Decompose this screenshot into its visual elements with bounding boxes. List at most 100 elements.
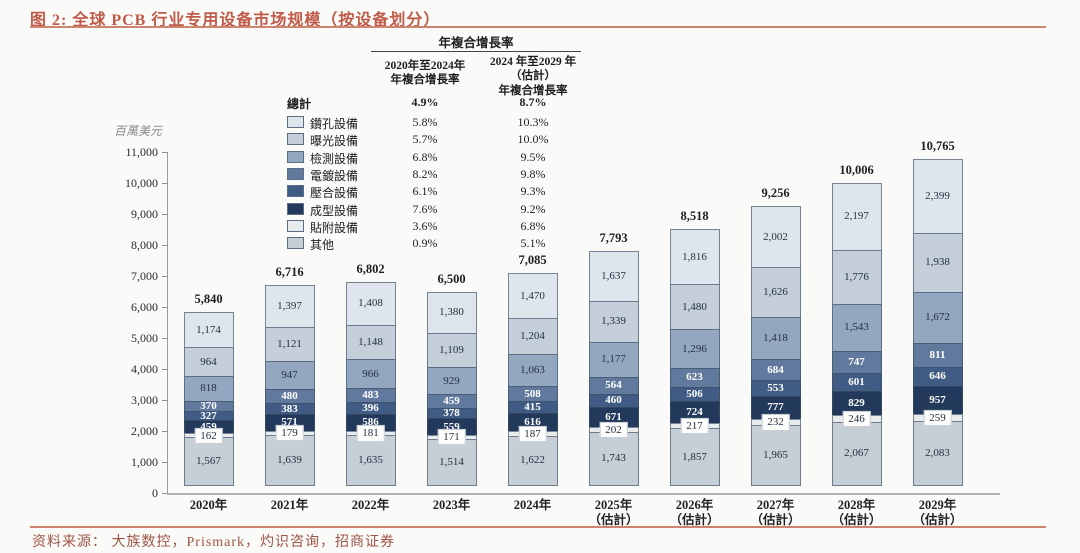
bar-segment-inspection-equipment: 818: [183, 376, 234, 402]
bar-segment-attachment-equipment: 179: [264, 425, 315, 442]
bar-segment-plating-equipment: 623: [669, 368, 720, 388]
x-tick-sublabel: （估計）: [750, 513, 801, 527]
bar-slot-2025年: 1,637 1,339 1,177 564 460 671 202 1,743 7,793: [573, 152, 654, 493]
bar-segment-inspection-equipment: 1,543: [831, 303, 882, 352]
segment-value-label: 459: [443, 395, 460, 408]
segment-value-label: 1,380: [439, 306, 464, 319]
bar-segment-inspection-equipment: 1,063: [507, 354, 558, 388]
segment-value-label: 415: [524, 400, 541, 413]
footer-divider: [30, 526, 1046, 528]
segment-value-label: 1,063: [520, 364, 545, 377]
x-tick-sublabel: （估計）: [588, 513, 639, 527]
bar-total-label: 8,518: [680, 208, 709, 223]
segment-value-label: 671: [605, 410, 622, 423]
stacked-bar-2026年: 1,816 1,480 1,296 623 506 724 217 1,857: [669, 228, 720, 493]
segment-value-label: 1,296: [682, 342, 707, 355]
segment-value-label: 217: [680, 418, 709, 435]
bar-segment-exposure-equipment: 964: [183, 347, 234, 378]
segment-value-label: 2,083: [925, 447, 950, 460]
segment-value-label: 179: [275, 425, 304, 442]
legend-swatch-forming-equipment: [287, 202, 304, 215]
legend-label: 其他: [310, 238, 335, 253]
x-axis-line: [167, 493, 1000, 495]
y-tick-label: 5,000: [131, 331, 158, 345]
cagr-2024-2029-value: 9.3%: [520, 184, 546, 199]
bar-total-label: 9,256: [761, 186, 790, 201]
y-tick-label: 0: [152, 486, 158, 500]
bar-segment-drilling-equipment: 2,197: [831, 182, 882, 251]
stacked-bar-2020年: 1,174 964 818 370 327 459 162 1,567: [183, 311, 234, 493]
stacked-bar-2022年: 1,408 1,148 966 483 396 586 181 1,635: [345, 282, 396, 493]
segment-value-label: 564: [605, 379, 622, 392]
bar-segment-lamination-equipment: 553: [750, 379, 801, 397]
x-tick-sublabel: （估計）: [669, 513, 720, 527]
bar-total-label: 6,716: [275, 264, 304, 279]
x-tick-label-2026年: 2026年 （估計）: [654, 498, 735, 528]
total-label: 總計: [287, 97, 312, 111]
segment-value-label: 1,938: [925, 256, 950, 269]
segment-value-label: 162: [194, 427, 223, 444]
stacked-bar-2027年: 2,002 1,626 1,418 684 553 777 232 1,965: [750, 206, 801, 493]
cagr-2024-2029-value: 6.8%: [520, 218, 546, 233]
segment-value-label: 1,339: [601, 315, 626, 328]
legend-item-lamination-equipment: 壓合設備 6.1% 9.3%: [287, 183, 597, 200]
y-tick-mark: [162, 245, 167, 246]
y-tick-label: 10,000: [125, 176, 158, 190]
segment-value-label: 747: [848, 355, 865, 368]
segment-value-label: 1,204: [520, 330, 545, 343]
legend-label: 電鍍設備: [310, 168, 359, 183]
x-tick-label-2022年: 2022年: [351, 498, 390, 512]
figure-title: 图 2: 全球 PCB 行业专用设备市场规模（按设备划分）: [30, 12, 441, 29]
cagr-2020-2024-value: 5.8%: [412, 115, 438, 129]
stacked-bar-2025年: 1,637 1,339 1,177 564 460 671 202 1,743: [588, 251, 639, 493]
legend-item-forming-equipment: 成型設備 7.6% 9.2%: [287, 201, 597, 218]
bar-segment-inspection-equipment: 1,418: [750, 316, 801, 361]
bar-segment-drilling-equipment: 2,002: [750, 206, 801, 269]
segment-value-label: 1,397: [277, 299, 302, 312]
segment-value-label: 1,639: [277, 454, 302, 467]
stacked-bar-2028年: 2,197 1,776 1,543 747 601 829 246 2,067: [831, 182, 882, 493]
segment-value-label: 508: [524, 387, 541, 400]
segment-value-label: 396: [362, 401, 379, 414]
segment-value-label: 1,109: [439, 343, 464, 356]
plot-area: 1,174 964 818 370 327 459 162 1,567 5,840 1,397 1,…: [168, 139, 980, 493]
segment-value-label: 1,148: [358, 336, 383, 349]
segment-value-label: 232: [761, 414, 790, 431]
bar-segment-exposure-equipment: 1,109: [426, 333, 477, 368]
segment-value-label: 1,418: [763, 331, 788, 344]
segment-value-label: 777: [767, 401, 784, 414]
bar-segment-exposure-equipment: 1,121: [264, 327, 315, 362]
cagr-2024-2029-value: 10.3%: [517, 115, 549, 129]
legend-item-drilling-equipment: 鑽孔設備 5.8% 10.3%: [287, 114, 597, 131]
bar-total-label: 10,765: [920, 139, 955, 154]
bar-segment-inspection-equipment: 947: [264, 360, 315, 391]
segment-value-label: 187: [518, 425, 547, 442]
segment-value-label: 646: [929, 370, 946, 383]
x-tick-label-2020年: 2020年: [189, 498, 228, 512]
cagr-2020-2024-value: 7.6%: [412, 201, 438, 216]
bar-segment-lamination-equipment: 506: [669, 386, 720, 403]
bar-segment-others: 2,067: [831, 421, 882, 486]
bar-segment-others: 1,635: [345, 435, 396, 486]
cagr-2024-2029-value: 10.0%: [517, 132, 549, 147]
segment-value-label: 601: [848, 375, 865, 388]
x-tick-label-2023年: 2023年: [432, 498, 471, 512]
bar-segment-exposure-equipment: 1,626: [750, 267, 801, 318]
bar-segment-inspection-equipment: 966: [345, 359, 396, 390]
bar-segment-plating-equipment: 508: [507, 386, 558, 402]
bar-slot-2023年: 1,380 1,109 929 459 378 559 171 1,514 6,500: [411, 152, 492, 493]
segment-value-label: 966: [362, 367, 379, 380]
bar-total-label: 6,802: [356, 262, 385, 277]
legend-swatch-others: [287, 237, 304, 250]
segment-value-label: 378: [443, 407, 460, 420]
bar-segment-plating-equipment: 811: [912, 342, 963, 368]
bar-slot-2020年: 1,174 964 818 370 327 459 162 1,567 5,840: [168, 152, 249, 493]
bar-segment-attachment-equipment: 217: [669, 418, 720, 435]
y-tick-mark: [162, 152, 167, 153]
segment-value-label: 327: [200, 409, 217, 422]
legend-item-others: 其他 0.9% 5.1%: [287, 235, 597, 252]
bar-slot-2021年: 1,397 1,121 947 480 383 571 179 1,639 6,716: [249, 152, 330, 493]
segment-value-label: 1,626: [763, 285, 788, 298]
cagr-2024-2029-value: 9.5%: [520, 149, 546, 164]
